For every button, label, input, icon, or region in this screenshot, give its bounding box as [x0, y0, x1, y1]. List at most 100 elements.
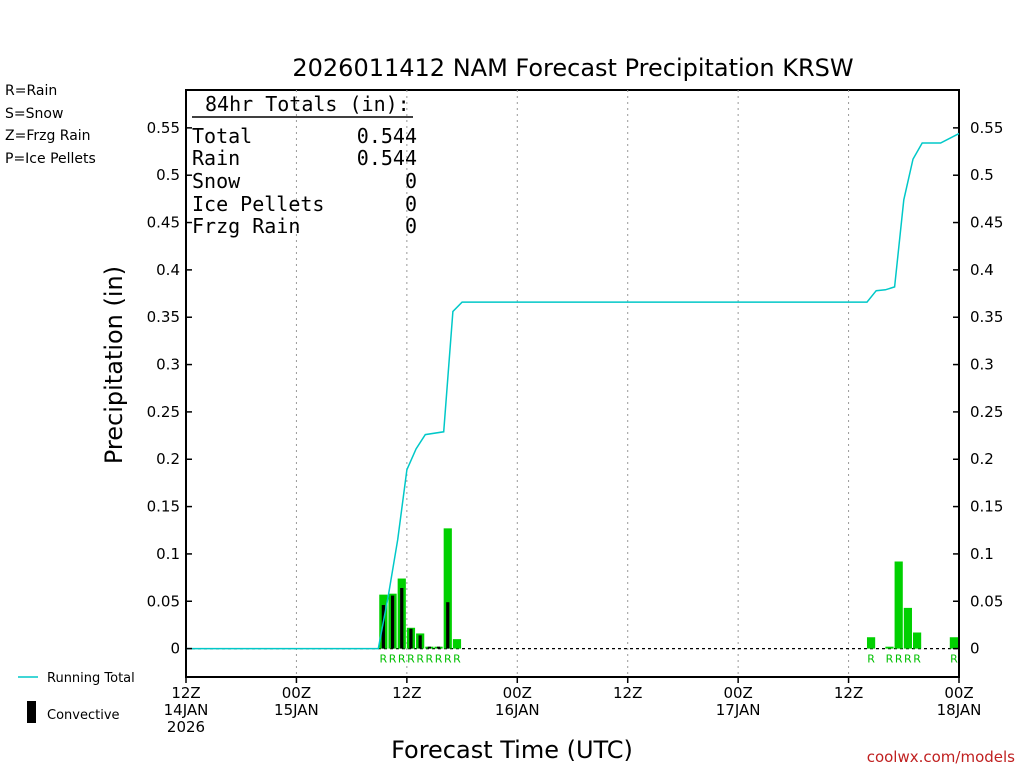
precip-bar — [912, 632, 922, 649]
y-tick-label-right: 0.5 — [970, 166, 994, 184]
totals-rain-value: 0.544 — [357, 146, 417, 170]
totals-rain-label: Rain — [192, 146, 240, 170]
legend-freezing-rain: Z=Frzg Rain — [5, 128, 91, 144]
precip-bar — [894, 561, 903, 649]
ptype-label: R — [904, 653, 912, 666]
y-tick-label-left: 0.1 — [156, 545, 180, 563]
ptype-label: R — [453, 653, 461, 666]
y-tick-label-left: 0 — [170, 640, 180, 658]
running-total-layer — [186, 132, 960, 650]
totals-total-value: 0.544 — [357, 124, 417, 148]
y-tick-label-left: 0.35 — [147, 308, 180, 326]
bottom-legend: Running Total Convective — [18, 671, 135, 723]
convective-bar — [418, 635, 422, 649]
plot-frame — [185, 89, 960, 678]
convective-legend-swatch — [27, 701, 36, 723]
convective-bar — [409, 628, 413, 649]
precip-bar — [452, 639, 462, 649]
x-tick-label: 00Z — [944, 684, 973, 702]
credit-text: coolwx.com/models — [867, 748, 1015, 766]
precip-bar — [866, 637, 876, 649]
convective-bar — [381, 605, 385, 649]
ptype-label: R — [426, 653, 434, 666]
running-total-line — [186, 132, 960, 650]
x-tick-label: 12Z — [171, 684, 200, 702]
ptype-label: R — [389, 653, 397, 666]
precip-bar — [903, 607, 912, 649]
vertical-grid — [295, 90, 850, 677]
ptype-label: R — [416, 653, 424, 666]
y-tick-label-right: 0.1 — [970, 545, 994, 563]
y-tick-label-right: 0.2 — [970, 450, 994, 468]
convective-bar — [390, 595, 395, 649]
precip-type-legend: R=Rain S=Snow Z=Frzg Rain P=Ice Pellets — [5, 83, 96, 167]
y-tick-label-right: 0 — [970, 640, 980, 658]
totals-freezing-rain-value: 0 — [405, 214, 417, 238]
ptype-label: R — [950, 653, 958, 666]
precip-bars — [379, 528, 958, 649]
x-tick-label: 17JAN — [716, 701, 761, 719]
ptype-label: R — [895, 653, 903, 666]
y-axis-title: Precipitation (in) — [100, 266, 128, 464]
totals-snow-label: Snow — [192, 169, 241, 193]
ptype-label: R — [435, 653, 443, 666]
chart-title: 2026011412 NAM Forecast Precipitation KR… — [292, 54, 853, 82]
x-tick-label: 2026 — [167, 718, 205, 736]
totals-freezing-rain-label: Frzg Rain — [192, 214, 300, 238]
x-tick-label: 16JAN — [495, 701, 540, 719]
running-total-legend-label: Running Total — [47, 671, 135, 686]
x-tick-label: 12Z — [392, 684, 421, 702]
y-tick-label-right: 0.4 — [970, 261, 994, 279]
y-tick-label-left: 0.45 — [147, 214, 180, 232]
y-tick-label-left: 0.05 — [147, 592, 180, 610]
y-tick-label-left: 0.55 — [147, 119, 180, 137]
y-tick-label-left: 0.5 — [156, 166, 180, 184]
x-tick-label: 00Z — [503, 684, 532, 702]
x-tick-label: 00Z — [723, 684, 752, 702]
convective-bar — [400, 588, 404, 649]
x-tick-label: 12Z — [834, 684, 863, 702]
ptype-label: R — [380, 653, 388, 666]
convective-bar — [427, 646, 431, 649]
y-tick-label-left: 0.15 — [147, 498, 180, 516]
y-tick-label-right: 0.05 — [970, 592, 1003, 610]
x-tick-label: 00Z — [282, 684, 311, 702]
totals-total-label: Total — [192, 124, 252, 148]
y-axis-right: 0 0.05 0.1 0.15 0.2 0.25 0.3 0.35 0.4 0.45 0.5 0.55 — [953, 119, 1003, 658]
legend-ice-pellets: P=Ice Pellets — [5, 151, 96, 167]
x-tick-label: 12Z — [613, 684, 642, 702]
x-tick-label: 15JAN — [274, 701, 319, 719]
totals-ice-pellets-value: 0 — [405, 192, 417, 216]
ptype-label: R — [867, 653, 875, 666]
totals-header: 84hr Totals (in): — [205, 92, 410, 116]
y-tick-label-right: 0.3 — [970, 356, 994, 374]
y-tick-label-right: 0.25 — [970, 403, 1003, 421]
ptype-label: R — [886, 653, 894, 666]
legend-snow: S=Snow — [5, 106, 63, 122]
x-axis-title: Forecast Time (UTC) — [391, 736, 633, 764]
convective-bar — [446, 602, 450, 649]
legend-rain: R=Rain — [5, 83, 57, 99]
y-tick-label-right: 0.45 — [970, 214, 1003, 232]
x-tick-label: 14JAN — [164, 701, 209, 719]
precip-bar — [949, 637, 958, 649]
totals-snow-value: 0 — [405, 169, 417, 193]
y-tick-label-right: 0.55 — [970, 119, 1003, 137]
y-tick-label-left: 0.4 — [156, 261, 180, 279]
y-tick-label-left: 0.3 — [156, 356, 180, 374]
precip-bar — [443, 528, 452, 649]
y-tick-label-left: 0.2 — [156, 450, 180, 468]
ptype-label: R — [398, 653, 406, 666]
y-axis-left: 0 0.05 0.1 0.15 0.2 0.25 0.3 0.35 0.4 0.45 0.5 0.55 — [147, 119, 192, 658]
y-tick-label-left: 0.25 — [147, 403, 180, 421]
ptype-label: R — [913, 653, 921, 666]
convective-bar — [436, 646, 441, 649]
totals-ice-pellets-label: Ice Pellets — [192, 192, 324, 216]
x-tick-label: 18JAN — [937, 701, 982, 719]
ptype-label: R — [444, 653, 452, 666]
y-tick-label-right: 0.15 — [970, 498, 1003, 516]
convective-legend-label: Convective — [47, 708, 120, 723]
